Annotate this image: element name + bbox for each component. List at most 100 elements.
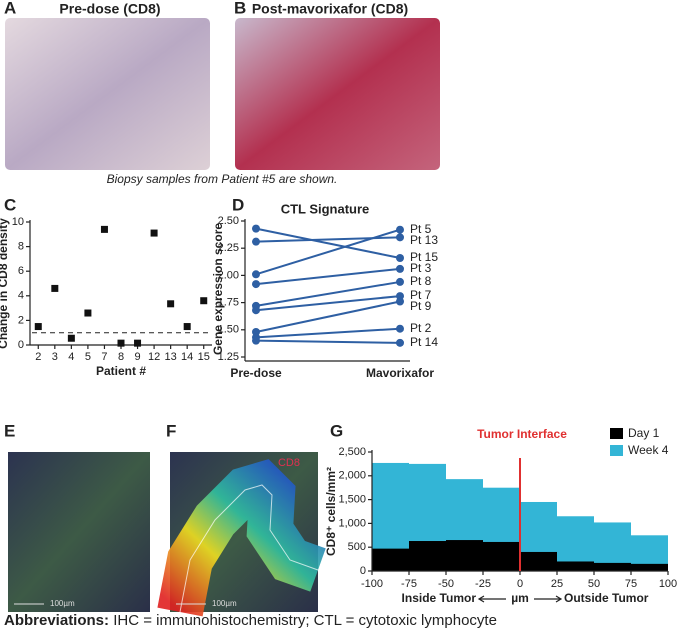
x-tick-label: -25 — [475, 578, 491, 590]
slope-line — [255, 267, 401, 286]
panel-title: Pre-dose (CD8) — [59, 1, 160, 17]
x-tick-label: -100 — [361, 578, 383, 590]
point — [396, 297, 404, 306]
y-tick-label: 8 — [18, 241, 24, 253]
series-label: Pt 9 — [410, 299, 432, 313]
bar — [446, 540, 483, 571]
point — [396, 253, 404, 262]
chart-title: CTL Signature — [281, 201, 370, 216]
slope-line — [255, 300, 401, 333]
x-axis-label: Inside Tumor — [402, 591, 477, 605]
footer-bold: Abbreviations: — [4, 612, 109, 629]
y-tick-label: 2,000 — [338, 470, 366, 482]
series-label: Pt 7 — [410, 288, 432, 302]
tumor-boundary — [179, 484, 319, 613]
point — [67, 334, 75, 342]
slope-line — [255, 228, 401, 276]
series-label: Pt 8 — [410, 274, 432, 288]
annotation: Tumor Interface — [477, 427, 567, 441]
point — [396, 225, 404, 234]
y-tick-label: 2.50 — [218, 215, 239, 227]
point — [200, 297, 208, 305]
panel-letter: F — [166, 421, 176, 440]
footer: Abbreviations: IHC = immunohistochemistr… — [4, 612, 497, 629]
legend-swatch — [610, 445, 623, 456]
y-tick-label: 0 — [360, 565, 366, 577]
series-label: Pt 13 — [410, 233, 438, 247]
y-tick-label: 2,500 — [338, 446, 366, 458]
point — [34, 323, 42, 331]
if-image — [8, 452, 150, 612]
x-tick-label: 15 — [198, 351, 210, 363]
x-tick-label: 5 — [85, 351, 91, 363]
y-tick-label: 10 — [12, 216, 24, 228]
y-tick-label: 2.25 — [218, 242, 239, 254]
panel-letter: A — [4, 0, 16, 17]
y-tick-label: 1,000 — [338, 517, 366, 529]
scale-bar-label: 100µm — [50, 599, 75, 608]
point — [183, 323, 191, 331]
x-tick-label: 0 — [517, 578, 523, 590]
x-tick-label: 25 — [551, 578, 563, 590]
x-tick-label: 13 — [165, 351, 177, 363]
bar — [557, 561, 594, 571]
x-tick-label: 4 — [68, 351, 74, 363]
y-tick-label: 1.75 — [218, 297, 239, 309]
point — [51, 284, 59, 292]
slope-line — [255, 339, 401, 344]
panel-letter: E — [4, 421, 15, 440]
y-axis-label: Gene expression score — [211, 223, 225, 355]
scale-bar-label: 100µm — [212, 599, 237, 608]
slope-line — [255, 236, 401, 243]
bar — [483, 541, 520, 571]
y-axis-label: Change in CD8 density — [0, 218, 10, 349]
legend-label: Week 4 — [628, 443, 669, 457]
slope-line — [255, 295, 401, 312]
bar — [409, 541, 446, 571]
bar — [372, 548, 409, 571]
x-tick-label: 8 — [118, 351, 124, 363]
panel-title: Post-mavorixafor (CD8) — [252, 1, 408, 17]
caption: Biopsy samples from Patient #5 are shown… — [107, 172, 338, 186]
x-tick-label: 12 — [148, 351, 160, 363]
series-label: Pt 15 — [410, 250, 438, 264]
series-label: Pt 2 — [410, 321, 432, 335]
y-tick-label: 0 — [18, 339, 24, 351]
series-label: Pt 5 — [410, 222, 432, 236]
arrow — [534, 595, 563, 603]
legend-label: Day 1 — [628, 426, 660, 440]
x-tick-label: Mavorixafor — [366, 366, 434, 380]
y-tick-label: 4 — [18, 290, 24, 302]
point — [84, 309, 92, 317]
point — [396, 264, 404, 273]
legend-swatch — [610, 428, 623, 439]
point — [396, 277, 404, 286]
point — [252, 306, 260, 315]
point — [150, 229, 158, 237]
point — [396, 338, 404, 347]
series-label: Pt 3 — [410, 261, 432, 275]
point — [167, 300, 175, 308]
x-tick-label: 7 — [101, 351, 107, 363]
y-tick-label: 1.50 — [218, 324, 239, 336]
stain-label: CD8 — [278, 457, 300, 469]
panel-letter: D — [232, 195, 244, 214]
y-tick-label: 500 — [348, 541, 366, 553]
arrow — [477, 595, 506, 603]
x-tick-label: 3 — [52, 351, 58, 363]
y-tick-label: 1.25 — [218, 351, 239, 363]
x-tick-label: 2 — [35, 351, 41, 363]
point — [134, 339, 142, 347]
slope-line — [255, 327, 401, 339]
x-tick-label: 75 — [625, 578, 637, 590]
series-label: Pt 14 — [410, 335, 438, 349]
y-axis-label: CD8⁺ cells/mm² — [324, 467, 338, 556]
point — [117, 339, 125, 347]
x-tick-label: Pre-dose — [230, 366, 282, 380]
x-tick-label: -50 — [438, 578, 454, 590]
x-axis-label: Outside Tumor — [564, 591, 649, 605]
y-tick-label: 2.00 — [218, 269, 239, 281]
slope-line — [255, 227, 401, 259]
slope-line — [255, 280, 401, 307]
